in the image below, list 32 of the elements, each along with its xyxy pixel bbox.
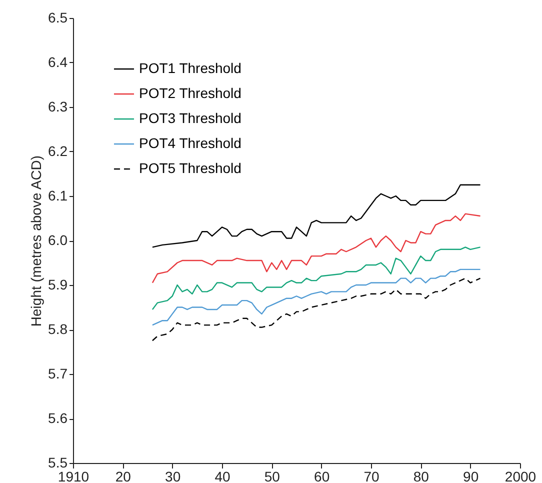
y-tick-label: 5.7 [48,366,68,382]
y-tick-label: 5.9 [48,276,68,292]
y-tick-label: 5.5 [48,454,68,470]
legend-label: POT5 Threshold [139,160,242,176]
legend-label: POT3 Threshold [139,110,242,126]
x-tick-label: 80 [413,468,430,483]
legend-label: POT2 Threshold [139,85,242,101]
line-series [152,213,481,284]
y-tick-label: 6.1 [48,188,68,204]
y-tick-label: 6.4 [48,54,68,70]
x-tick-label: 20 [115,468,132,483]
x-tick-label: 40 [214,468,230,483]
x-tick-label: 60 [314,468,330,483]
y-tick-label: 5.8 [48,321,68,337]
legend-label: POT1 Threshold [139,60,242,76]
line-series [152,278,481,342]
x-tick-label: 90 [463,468,479,483]
line-series [152,184,481,248]
x-tick-label: 30 [165,468,181,483]
y-tick-label: 6.5 [48,10,68,26]
y-tick-label: 6.2 [48,143,68,159]
legend-label: POT4 Threshold [139,135,242,151]
y-tick-label: 6.3 [48,98,68,114]
x-tick-label: 1910 [58,468,90,483]
y-tick-label: 5.6 [48,410,68,426]
line-series [152,246,481,310]
x-tick-label: 50 [264,468,280,483]
y-tick-label: 6.0 [48,232,68,248]
line-series [152,268,481,326]
y-axis-title: Height (metres above ACD) [28,155,44,327]
x-tick-label: 70 [364,468,380,483]
x-tick-label: 2000 [504,468,536,483]
